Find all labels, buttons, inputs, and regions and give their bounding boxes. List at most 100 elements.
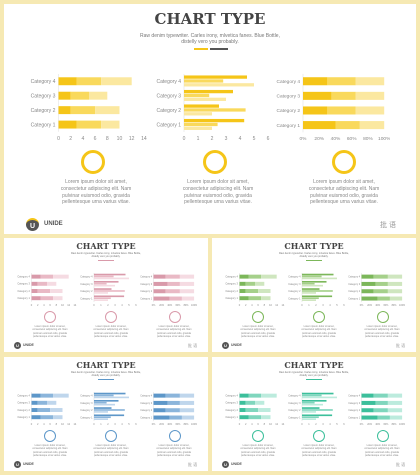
category-label: Category 2 — [80, 290, 93, 293]
bar — [94, 288, 112, 290]
tick-label: 0 — [301, 423, 303, 426]
description: Lorem ipsum dolor sit amet, consectetur a… — [93, 325, 129, 339]
logo-text: UNIDE — [231, 462, 242, 466]
chart-clustered: Category 1 Category 2 Category 3 Category 4… — [157, 74, 270, 142]
tick-label: 2 — [245, 303, 247, 307]
bar — [165, 408, 180, 413]
bar — [40, 274, 54, 279]
ring-icon — [377, 430, 389, 442]
category-label: Category 2 — [276, 108, 300, 114]
thumbnail-slide-pink[interactable]: CHART TYPE Raw denim typewriter. Carles i… — [4, 238, 208, 352]
bar — [302, 275, 322, 278]
deco-text: 批 语 — [380, 222, 396, 229]
tick-label: 12 — [67, 422, 70, 426]
bar — [101, 77, 132, 86]
bar — [302, 396, 337, 399]
ring-icon — [313, 311, 325, 323]
bar — [31, 296, 41, 301]
bar — [184, 126, 212, 130]
category-label: Category 3 — [288, 283, 301, 286]
ring-icon — [313, 430, 325, 442]
tick-label: 2 — [107, 304, 109, 307]
bar — [377, 415, 390, 420]
tick-label: 4 — [43, 303, 45, 307]
tick-label: 0 — [57, 136, 60, 142]
tick-label: 8 — [56, 303, 58, 307]
category-label: Category 2 — [288, 409, 301, 412]
bar — [184, 97, 226, 101]
tick-label: 6 — [267, 136, 270, 142]
description: Lorem ipsum dolor sit amet, consectetur a… — [240, 444, 276, 458]
bar — [94, 392, 126, 395]
bar — [303, 106, 328, 115]
bar — [50, 408, 63, 412]
slide-subtitle-line-2: distelly vero you probably. — [91, 374, 121, 377]
tick-label: 3 — [322, 423, 324, 426]
bar — [37, 289, 51, 293]
description: Lorem ipsum dolor sit amet, consectetur a… — [364, 444, 400, 458]
category-label: Category 3 — [348, 283, 360, 286]
tick-label: 5 — [336, 423, 338, 426]
bar — [302, 403, 323, 406]
bar — [53, 393, 69, 398]
slide-title: CHART TYPE — [154, 10, 266, 28]
tick-label: 6 — [343, 423, 345, 426]
bar — [31, 408, 38, 412]
main-slide[interactable]: CHART TYPE Raw denim typewriter. Carles … — [4, 4, 416, 234]
thumbnail-slide-green[interactable]: CHART TYPE Raw denim typewriter. Carles i… — [212, 238, 416, 352]
tick-label: 6 — [94, 136, 97, 142]
category-label: Category 3 — [17, 401, 30, 405]
bar — [355, 106, 385, 115]
tick-label: 8 — [264, 303, 266, 307]
category-label: Category 4 — [80, 276, 93, 279]
bar — [179, 274, 195, 279]
thumbnail-slide-blue[interactable]: CHART TYPE Raw denim typewriter. Carles i… — [4, 357, 208, 471]
bar — [248, 274, 262, 279]
bar — [361, 400, 376, 405]
description-1: Lorem ipsum dolor sit amet, consectetur a… — [60, 179, 132, 206]
tick-label: 3 — [114, 423, 116, 426]
tick-label: 100% — [399, 423, 405, 426]
ring-icon — [377, 311, 389, 323]
bar — [94, 290, 125, 292]
bar — [302, 290, 333, 292]
bar — [95, 106, 120, 115]
bar — [165, 274, 180, 279]
ring-icon — [332, 150, 356, 174]
logo-icon: U — [222, 461, 229, 468]
deco-text: 批 语 — [188, 462, 198, 467]
bar — [89, 91, 108, 100]
bar — [331, 91, 356, 100]
tick-label: 0 — [93, 304, 95, 307]
category-label: Category 3 — [80, 283, 93, 286]
description-2: Lorem ipsum dolor sit amet, consectetur a… — [182, 179, 254, 206]
category-label: Category 3 — [276, 94, 300, 100]
tick-label: 12 — [67, 303, 70, 307]
tick-label: 3 — [322, 304, 324, 307]
ring-icon — [252, 430, 264, 442]
deco-text: 批 语 — [188, 343, 198, 348]
bar — [40, 415, 54, 420]
tick-label: 1 — [197, 136, 200, 142]
bar — [239, 400, 246, 405]
thumbnail-slide-teal[interactable]: CHART TYPE Raw denim typewriter. Carles i… — [212, 357, 416, 471]
bar — [302, 418, 316, 420]
tick-label: 0 — [93, 423, 95, 426]
tick-label: 2 — [37, 422, 39, 426]
bar — [387, 408, 403, 413]
tick-label: 60% — [383, 304, 389, 307]
description: Lorem ipsum dolor sit amet, consectetur a… — [240, 325, 276, 339]
bar — [76, 120, 102, 129]
bar — [181, 296, 195, 301]
bar — [153, 408, 166, 413]
bar — [94, 396, 129, 399]
slide-subtitle-line-2: distelly vero you probably. — [299, 374, 329, 377]
category-label: Category 2 — [225, 289, 238, 293]
category-label: Category 4 — [276, 79, 300, 85]
bar — [239, 393, 249, 398]
bar — [261, 296, 271, 301]
tick-label: 12 — [275, 422, 278, 426]
bar — [184, 104, 219, 108]
bar — [153, 289, 166, 294]
tick-label: 60% — [347, 136, 357, 142]
